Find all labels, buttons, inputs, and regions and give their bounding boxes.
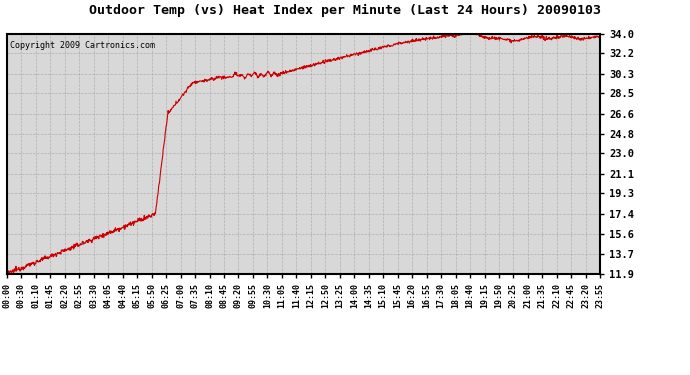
Text: Copyright 2009 Cartronics.com: Copyright 2009 Cartronics.com [10,41,155,50]
Text: Outdoor Temp (vs) Heat Index per Minute (Last 24 Hours) 20090103: Outdoor Temp (vs) Heat Index per Minute … [89,4,601,17]
